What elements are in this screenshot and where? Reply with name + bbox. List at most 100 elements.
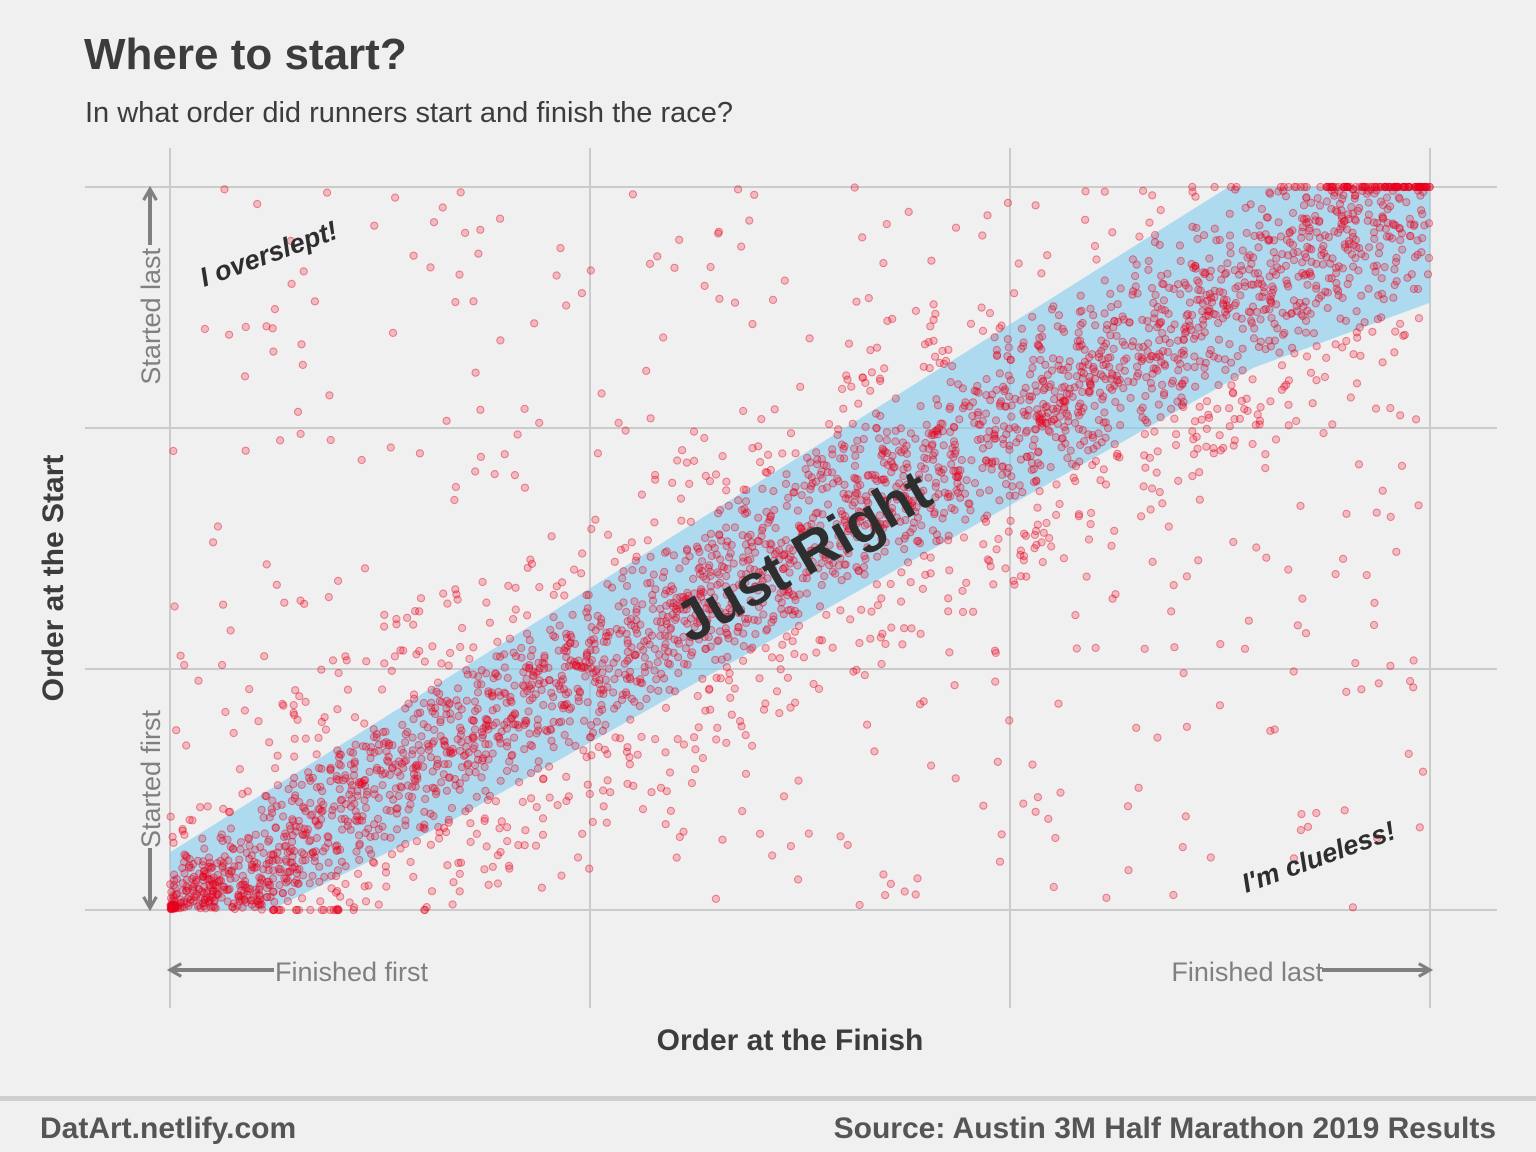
runner-point — [1222, 301, 1231, 310]
runner-point — [520, 483, 530, 492]
runner-point — [1053, 322, 1062, 331]
runner-point — [1305, 232, 1314, 241]
runner-point — [1292, 307, 1302, 316]
runner-point — [220, 868, 229, 877]
runner-point — [679, 605, 688, 614]
runner-point — [1361, 252, 1370, 261]
runner-point — [265, 835, 274, 844]
runner-point — [314, 804, 323, 814]
runner-point — [361, 897, 371, 906]
runner-point — [364, 881, 373, 890]
runner-point — [555, 621, 564, 630]
runner-point — [1368, 327, 1377, 336]
runner-point — [236, 838, 246, 847]
runner-point — [1232, 312, 1241, 321]
runner-point — [1140, 430, 1150, 439]
runner-point — [219, 600, 228, 609]
runner-point — [1236, 291, 1245, 300]
runner-point — [1007, 412, 1016, 421]
runner-point — [556, 244, 565, 253]
runner-point — [721, 609, 730, 618]
runner-point — [1322, 182, 1331, 192]
runner-point — [488, 721, 498, 730]
runner-point — [1134, 369, 1143, 378]
runner-point — [315, 862, 324, 871]
runner-point — [837, 576, 846, 585]
runner-point — [632, 552, 641, 561]
runner-point — [298, 803, 308, 812]
runner-point — [262, 792, 271, 801]
runner-point — [470, 697, 480, 706]
runner-point — [1150, 231, 1160, 240]
runner-point — [990, 430, 999, 439]
runner-point — [1030, 435, 1039, 444]
runner-point — [1318, 260, 1328, 269]
runner-point — [1385, 232, 1394, 241]
runner-point — [876, 633, 885, 642]
runner-point — [192, 877, 201, 886]
runner-point — [372, 763, 381, 773]
runner-point — [549, 717, 558, 727]
runner-point — [1138, 403, 1147, 412]
runner-point — [524, 707, 533, 716]
runner-point — [944, 536, 953, 545]
runner-point — [271, 823, 280, 833]
runner-point — [627, 643, 636, 652]
runner-point — [560, 701, 569, 710]
runner-point — [1031, 526, 1041, 536]
runner-point — [646, 414, 655, 423]
runner-point — [280, 598, 289, 607]
runner-point — [1216, 446, 1225, 455]
runner-point — [1276, 265, 1286, 274]
runner-point — [1418, 210, 1427, 219]
runner-point — [224, 866, 233, 876]
runner-point — [1033, 340, 1042, 349]
runner-point — [404, 699, 413, 708]
runner-point — [1054, 311, 1064, 320]
runner-point — [1077, 367, 1086, 376]
runner-point — [978, 417, 987, 426]
runner-point — [693, 691, 702, 701]
runner-point — [1312, 376, 1321, 385]
runner-point — [1003, 352, 1012, 361]
runner-point — [686, 517, 696, 526]
runner-point — [640, 663, 649, 672]
runner-point — [1055, 499, 1064, 509]
runner-point — [769, 612, 778, 621]
runner-point — [779, 564, 788, 574]
runner-point — [664, 647, 673, 656]
runner-point — [440, 740, 449, 749]
runner-point — [1059, 397, 1069, 406]
runner-point — [657, 624, 666, 633]
runner-point — [1278, 250, 1287, 259]
runner-point — [1240, 644, 1250, 653]
runner-point — [403, 727, 412, 737]
runner-point — [589, 635, 599, 644]
runner-point — [997, 830, 1006, 839]
runner-point — [776, 665, 785, 674]
runner-point — [1141, 415, 1150, 425]
runner-point — [1238, 246, 1247, 255]
runner-point — [586, 732, 596, 742]
runner-point — [866, 386, 875, 395]
runner-point — [790, 649, 799, 659]
runner-point — [966, 506, 975, 515]
runner-point — [1154, 400, 1163, 409]
runner-point — [1160, 388, 1169, 398]
runner-point — [631, 556, 640, 565]
runner-point — [317, 905, 326, 915]
runner-point — [906, 429, 916, 438]
runner-point — [970, 386, 979, 395]
runner-point — [351, 740, 360, 749]
runner-point — [800, 481, 809, 490]
runner-point — [260, 652, 269, 661]
runner-point — [504, 861, 514, 871]
runner-point — [1376, 182, 1385, 192]
runner-point — [1151, 290, 1160, 300]
runner-point — [763, 625, 772, 634]
runner-point — [297, 340, 306, 349]
runner-point — [391, 784, 400, 793]
runner-point — [1324, 233, 1333, 242]
runner-point — [930, 508, 939, 517]
runner-point — [281, 855, 290, 864]
